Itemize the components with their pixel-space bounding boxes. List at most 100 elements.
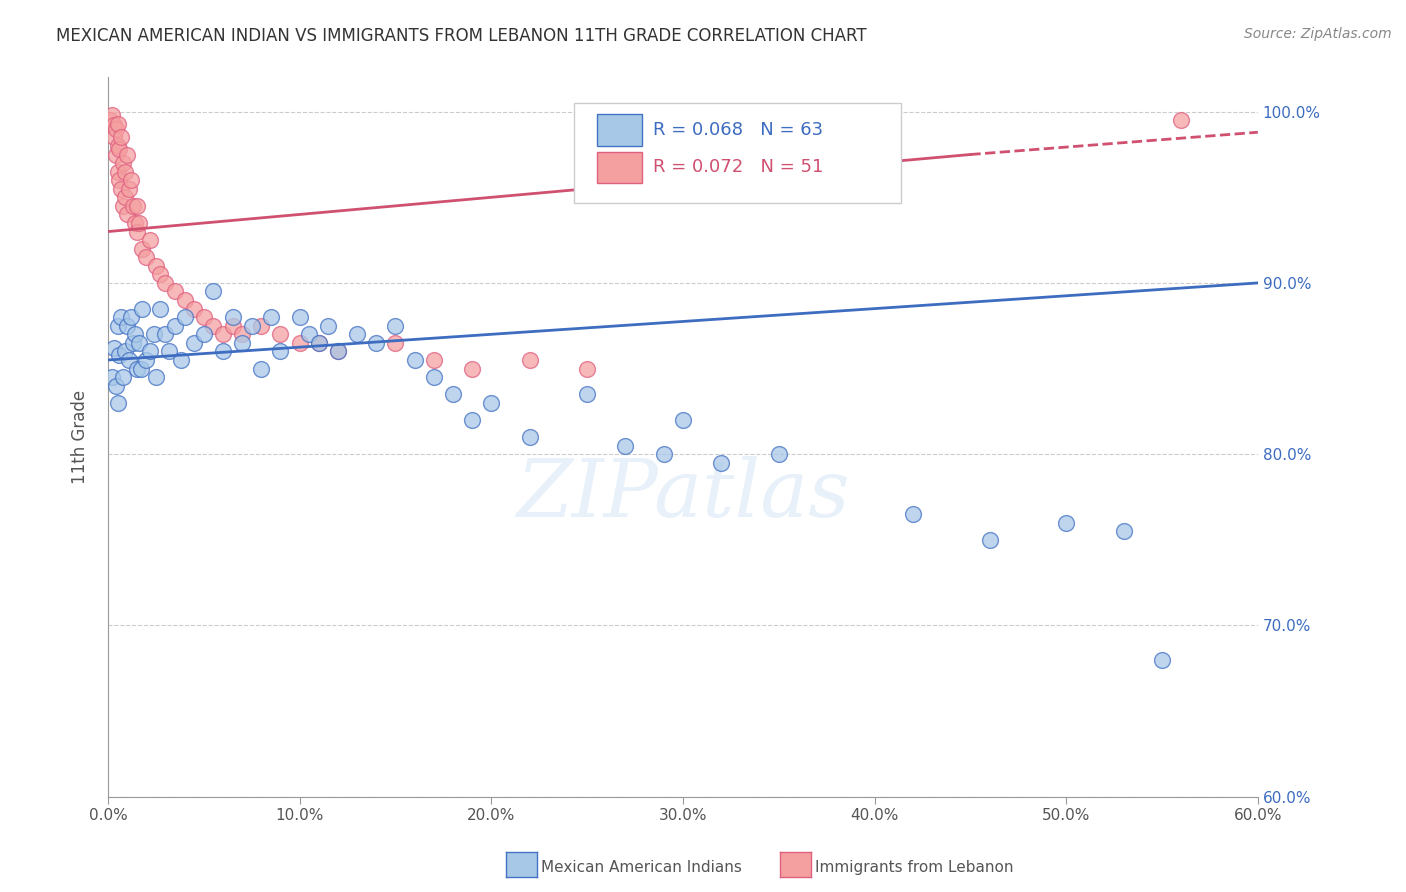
Point [240, 318, 263, 333]
Point [672, 413, 695, 427]
Text: MEXICAN AMERICAN INDIAN VS IMMIGRANTS FROM LEBANON 11TH GRADE CORRELATION CHART: MEXICAN AMERICAN INDIAN VS IMMIGRANTS FR… [56, 27, 868, 45]
Point [298, 327, 321, 342]
Point [115, 207, 138, 221]
Point [202, 318, 225, 333]
Point [269, 327, 291, 342]
Point [108, 348, 131, 362]
Point [519, 353, 541, 368]
FancyBboxPatch shape [574, 103, 901, 203]
Point [768, 447, 790, 461]
Point [479, 396, 502, 410]
Point [101, 370, 124, 384]
Point [441, 387, 464, 401]
Point [384, 335, 406, 350]
Point [979, 533, 1001, 547]
Text: Source: ZipAtlas.com: Source: ZipAtlas.com [1244, 27, 1392, 41]
Point [125, 199, 148, 213]
Point [423, 370, 446, 384]
Point [143, 327, 166, 342]
Point [124, 216, 146, 230]
Point [110, 310, 132, 325]
Point [288, 310, 311, 325]
Point [155, 276, 177, 290]
Point [193, 327, 215, 342]
Point [114, 344, 136, 359]
Point [260, 310, 283, 325]
Point [231, 335, 253, 350]
Point [288, 335, 311, 350]
Point [110, 182, 132, 196]
Point [576, 361, 599, 376]
Point [128, 335, 150, 350]
Point [98, 113, 121, 128]
Point [384, 318, 406, 333]
Point [183, 335, 205, 350]
Point [250, 361, 273, 376]
Point [1054, 516, 1077, 530]
Point [173, 293, 195, 307]
Point [173, 310, 195, 325]
Point [404, 353, 426, 368]
Point [193, 310, 215, 325]
Point [308, 335, 330, 350]
Point [519, 430, 541, 444]
Point [107, 318, 129, 333]
Point [346, 327, 368, 342]
Point [157, 344, 180, 359]
Point [108, 142, 131, 156]
Point [1170, 113, 1192, 128]
Y-axis label: 11th Grade: 11th Grade [72, 390, 89, 484]
Point [103, 119, 125, 133]
Point [212, 327, 235, 342]
Point [165, 285, 187, 299]
Point [114, 190, 136, 204]
Point [120, 310, 142, 325]
Point [107, 117, 129, 131]
Point [461, 361, 484, 376]
Point [129, 361, 152, 376]
Point [115, 147, 138, 161]
Point [104, 378, 127, 392]
Point [308, 335, 330, 350]
Point [118, 353, 141, 368]
Point [710, 456, 733, 470]
Point [114, 164, 136, 178]
Point [183, 301, 205, 316]
Text: R = 0.068   N = 63: R = 0.068 N = 63 [652, 121, 823, 139]
Point [101, 108, 124, 122]
Point [149, 268, 172, 282]
Point [366, 335, 388, 350]
Point [165, 318, 187, 333]
Point [112, 156, 135, 170]
Point [652, 447, 675, 461]
Point [107, 139, 129, 153]
Point [1150, 653, 1173, 667]
Point [901, 507, 924, 521]
Point [104, 121, 127, 136]
Point [104, 147, 127, 161]
Point [112, 199, 135, 213]
Point [202, 285, 225, 299]
FancyBboxPatch shape [596, 152, 641, 183]
Point [131, 242, 153, 256]
Text: Mexican American Indians: Mexican American Indians [541, 861, 742, 875]
FancyBboxPatch shape [596, 114, 641, 145]
Point [461, 413, 484, 427]
Point [145, 370, 167, 384]
Point [326, 344, 349, 359]
Point [170, 353, 193, 368]
Point [122, 335, 145, 350]
Point [576, 387, 599, 401]
Point [212, 344, 235, 359]
Text: R = 0.072   N = 51: R = 0.072 N = 51 [652, 159, 824, 177]
Point [112, 370, 135, 384]
Point [221, 310, 243, 325]
Point [149, 301, 172, 316]
Point [128, 216, 150, 230]
Point [122, 199, 145, 213]
Point [139, 233, 162, 247]
Point [423, 353, 446, 368]
Point [614, 439, 637, 453]
Point [269, 344, 291, 359]
Point [124, 327, 146, 342]
